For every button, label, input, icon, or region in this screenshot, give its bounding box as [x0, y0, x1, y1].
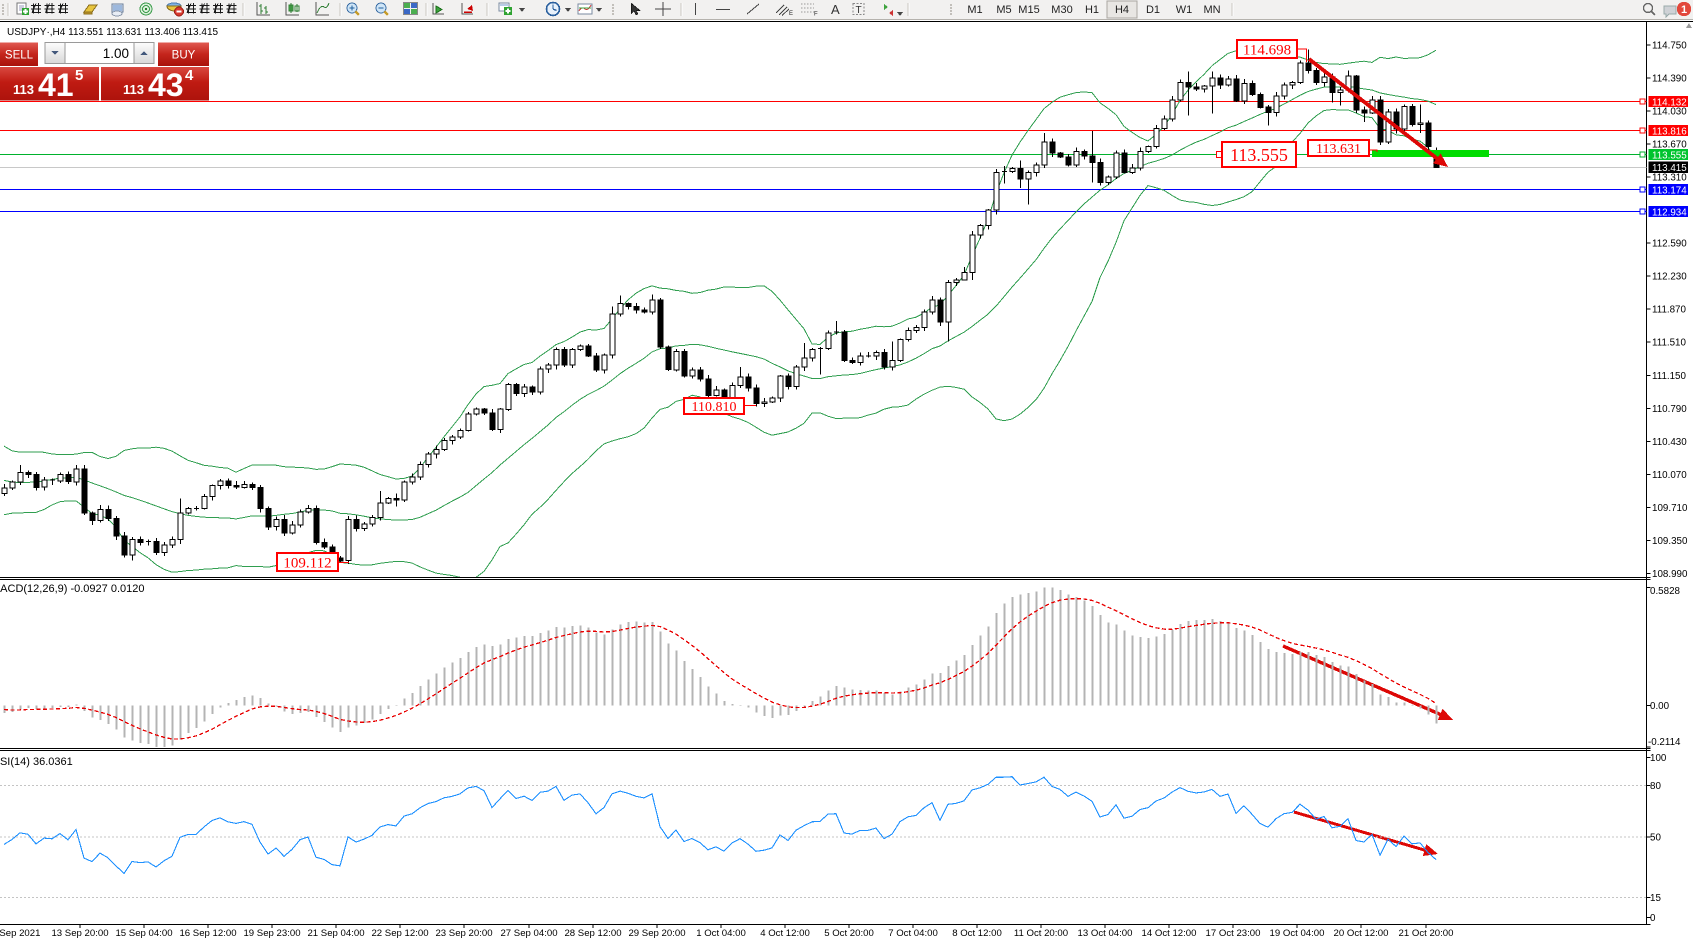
- svg-text:M30: M30: [1051, 4, 1072, 16]
- svg-text:114.390: 114.390: [1652, 73, 1687, 84]
- svg-text:13 Sep 2021: 13 Sep 2021: [0, 928, 40, 939]
- svg-text:0: 0: [1650, 913, 1656, 924]
- svg-text:29 Sep 20:00: 29 Sep 20:00: [628, 928, 685, 939]
- svg-text:14 Oct 12:00: 14 Oct 12:00: [1142, 928, 1197, 939]
- svg-text:80: 80: [1650, 781, 1661, 792]
- svg-text:110.070: 110.070: [1652, 470, 1687, 481]
- svg-text:109.112: 109.112: [283, 555, 331, 571]
- svg-text:114.698: 114.698: [1243, 42, 1291, 58]
- svg-text:13 Sep 20:00: 13 Sep 20:00: [51, 928, 108, 939]
- svg-text:113.555: 113.555: [1230, 145, 1288, 165]
- svg-text:MN: MN: [1203, 4, 1220, 16]
- svg-text:113.631: 113.631: [1316, 142, 1361, 157]
- svg-text:15 Sep 04:00: 15 Sep 04:00: [115, 928, 172, 939]
- svg-text:22 Sep 12:00: 22 Sep 12:00: [371, 928, 428, 939]
- svg-text:114.750: 114.750: [1652, 40, 1687, 51]
- svg-text:23 Sep 20:00: 23 Sep 20:00: [435, 928, 492, 939]
- svg-text:A: A: [831, 2, 840, 17]
- svg-text:USDJPY·,H4 113.551 113.631 11: USDJPY·,H4 113.551 113.631 113.406 113.4…: [7, 27, 219, 38]
- svg-text:-0.2114: -0.2114: [1648, 737, 1681, 748]
- svg-text:20 Oct 12:00: 20 Oct 12:00: [1334, 928, 1389, 939]
- svg-text:4: 4: [185, 67, 194, 84]
- svg-text:112.230: 112.230: [1652, 272, 1687, 283]
- svg-text:15: 15: [1650, 893, 1661, 904]
- svg-text:113.670: 113.670: [1652, 139, 1687, 150]
- svg-text:M15: M15: [1018, 4, 1039, 16]
- svg-text:41: 41: [38, 67, 74, 103]
- svg-text:T: T: [856, 5, 862, 16]
- svg-text:0.5828: 0.5828: [1650, 586, 1681, 597]
- svg-text:13 Oct 04:00: 13 Oct 04:00: [1078, 928, 1133, 939]
- svg-text:19 Oct 04:00: 19 Oct 04:00: [1270, 928, 1325, 939]
- svg-text:17 Oct 23:00: 17 Oct 23:00: [1206, 928, 1261, 939]
- svg-text:110.810: 110.810: [692, 400, 737, 415]
- svg-text:113.174: 113.174: [1652, 185, 1687, 196]
- svg-text:111.150: 111.150: [1652, 371, 1687, 382]
- svg-text:28 Sep 12:00: 28 Sep 12:00: [564, 928, 621, 939]
- svg-text:D1: D1: [1146, 4, 1160, 16]
- svg-text:M5: M5: [996, 4, 1011, 16]
- svg-text:114.132: 114.132: [1652, 97, 1687, 108]
- svg-text:H1: H1: [1085, 4, 1099, 16]
- svg-text:1 Oct 04:00: 1 Oct 04:00: [696, 928, 746, 939]
- svg-text:5 Oct 20:00: 5 Oct 20:00: [824, 928, 874, 939]
- svg-text:SELL: SELL: [5, 50, 34, 62]
- svg-text:50: 50: [1650, 833, 1661, 844]
- svg-text:110.790: 110.790: [1652, 404, 1687, 415]
- svg-text:21 Oct 20:00: 21 Oct 20:00: [1399, 928, 1454, 939]
- svg-text:M1: M1: [967, 4, 982, 16]
- svg-text:7 Oct 04:00: 7 Oct 04:00: [888, 928, 938, 939]
- svg-text:109.350: 109.350: [1652, 536, 1688, 547]
- svg-text:43: 43: [148, 67, 184, 103]
- svg-text:111.870: 111.870: [1652, 305, 1687, 316]
- svg-text:H4: H4: [1115, 4, 1129, 16]
- svg-text:112.590: 112.590: [1652, 239, 1687, 250]
- svg-text:MACD(12,26,9) -0.0927 0.0120: MACD(12,26,9) -0.0927 0.0120: [0, 583, 144, 595]
- svg-text:113.816: 113.816: [1652, 126, 1687, 137]
- svg-text:19 Sep 23:00: 19 Sep 23:00: [243, 928, 300, 939]
- svg-text:8 Oct 12:00: 8 Oct 12:00: [952, 928, 1002, 939]
- svg-text:113.415: 113.415: [1652, 163, 1687, 174]
- svg-text:112.934: 112.934: [1652, 207, 1687, 218]
- svg-text:113.310: 113.310: [1652, 173, 1687, 184]
- svg-text:113.555: 113.555: [1652, 150, 1687, 161]
- svg-text:109.710: 109.710: [1652, 503, 1688, 514]
- svg-text:1.00: 1.00: [103, 46, 129, 61]
- svg-text:W1: W1: [1176, 4, 1193, 16]
- svg-text:27 Sep 04:00: 27 Sep 04:00: [500, 928, 557, 939]
- svg-text:RSI(14) 36.0361: RSI(14) 36.0361: [0, 756, 73, 768]
- svg-text:113: 113: [13, 82, 34, 97]
- svg-text:0.00: 0.00: [1650, 701, 1670, 712]
- svg-text:100: 100: [1650, 753, 1667, 764]
- svg-text:108.990: 108.990: [1652, 569, 1688, 580]
- svg-text:113: 113: [123, 82, 144, 97]
- svg-text:1: 1: [1681, 4, 1687, 16]
- svg-text:E: E: [789, 11, 793, 17]
- svg-text:11 Oct 20:00: 11 Oct 20:00: [1014, 928, 1068, 939]
- svg-text:111.510: 111.510: [1652, 338, 1687, 349]
- svg-text:21 Sep 04:00: 21 Sep 04:00: [307, 928, 364, 939]
- svg-text:110.430: 110.430: [1652, 437, 1687, 448]
- svg-text:114.030: 114.030: [1652, 106, 1687, 117]
- svg-text:BUY: BUY: [172, 50, 196, 62]
- svg-text:5: 5: [75, 67, 83, 84]
- svg-text:16 Sep 12:00: 16 Sep 12:00: [179, 928, 236, 939]
- svg-text:F: F: [814, 12, 818, 18]
- svg-text:4 Oct 12:00: 4 Oct 12:00: [760, 928, 810, 939]
